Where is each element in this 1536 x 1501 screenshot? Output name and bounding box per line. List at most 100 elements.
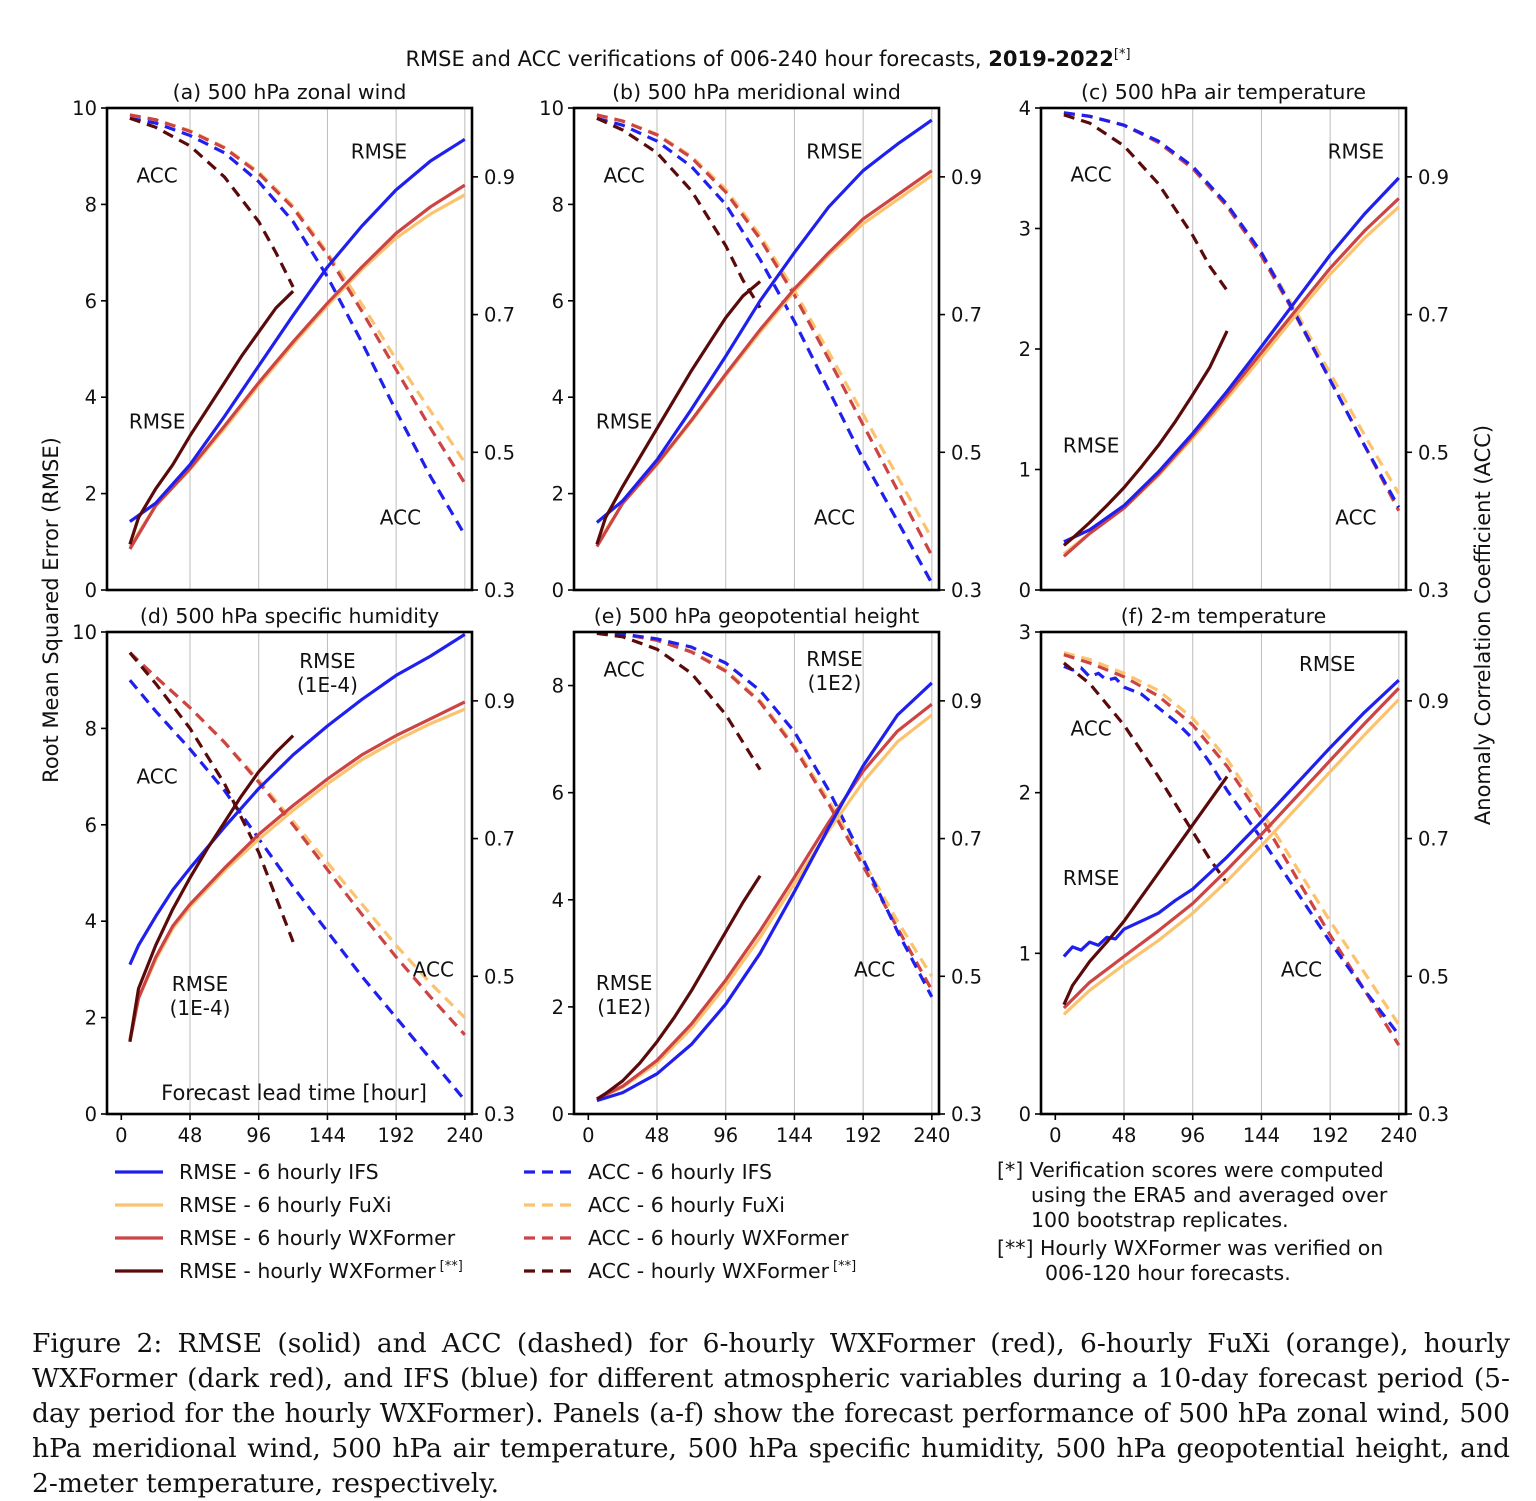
legend-item-acc-6-hourly-fuxi: ACC - 6 hourly FuXi	[524, 1193, 785, 1217]
plot-area	[574, 108, 939, 590]
panel-6: (f) 2-m temperature 0 1 2 3 0.3 0.5 0.7 0.9 0 48 96…	[1019, 604, 1449, 1147]
y2-tick-label: 0.3	[951, 1103, 982, 1126]
y-tick-label: 0	[1019, 1103, 1031, 1126]
y2-tick-label: 0.9	[1418, 166, 1449, 189]
annotation: ACC	[1335, 506, 1376, 530]
series-lines	[128, 113, 467, 550]
series-lines	[596, 632, 934, 1103]
x-axis-label: Forecast lead time [hour]	[161, 1081, 427, 1105]
y2-tick-label: 0.3	[484, 579, 515, 602]
y2-tick-label: 0.3	[1418, 579, 1449, 602]
y-tick-label: 0	[552, 1103, 564, 1126]
annotation: RMSE	[806, 647, 862, 671]
legend-item-rmse-6-hourly-wxformer: RMSE - 6 hourly WXFormer	[115, 1226, 456, 1250]
legend-label: RMSE - hourly WXFormer [**]	[179, 1259, 463, 1283]
series-acc-6-hourly-ifs	[128, 679, 467, 1102]
series-rmse-6-hourly-ifs	[1063, 176, 1400, 544]
legend-label: ACC - 6 hourly FuXi	[588, 1193, 785, 1217]
panel-1: (a) 500 hPa zonal wind 0 2 4 6 8 10 0.3 0.5 0.7 0.…	[72, 80, 515, 602]
y2-tick-label: 0.9	[484, 690, 515, 713]
legend-label: RMSE - 6 hourly WXFormer	[179, 1226, 456, 1250]
y-tick-label: 2	[552, 483, 564, 506]
annotation: RMSE	[1328, 139, 1384, 163]
series-lines	[1062, 111, 1401, 558]
y2-tick-label: 0.5	[484, 441, 515, 464]
annotation: ACC	[136, 163, 177, 187]
series-rmse-6-hourly-ifs	[128, 137, 466, 523]
legend: RMSE - 6 hourly IFS RMSE - 6 hourly FuXi R…	[115, 1160, 856, 1283]
y-tick-label: 2	[1019, 338, 1031, 361]
y2-tick-label: 0.5	[1418, 441, 1449, 464]
series-acc-6-hourly-wxformer	[128, 651, 466, 1036]
legend-item-acc-6-hourly-ifs: ACC - 6 hourly IFS	[524, 1160, 772, 1184]
series-acc-6-hourly-fuxi	[1063, 111, 1401, 495]
annotation: RMSE	[1299, 652, 1355, 676]
annotation: RMSE	[129, 409, 185, 433]
annotation: RMSE	[596, 971, 652, 995]
panel-title: (b) 500 hPa meridional wind	[612, 80, 901, 104]
x-tick-label: 48	[645, 1124, 670, 1147]
legend-item-rmse-hourly-wxformer: RMSE - hourly WXFormer [**]	[115, 1259, 463, 1283]
annotation: ACC	[380, 506, 421, 530]
y-tick-label: 4	[85, 386, 97, 409]
y-tick-label: 4	[85, 910, 97, 933]
series-rmse-6-hourly-ifs	[595, 118, 933, 524]
series-rmse-6-hourly-wxformer	[596, 703, 933, 1101]
series-acc-hourly-wxformer	[596, 632, 762, 771]
legend-item-rmse-6-hourly-ifs: RMSE - 6 hourly IFS	[115, 1160, 379, 1184]
y-tick-label: 6	[85, 290, 97, 313]
panel-2: (b) 500 hPa meridional wind 0 2 4 6 8 10 0.3 0.5…	[539, 80, 982, 602]
y-tick-label: 10	[72, 97, 97, 120]
series-rmse-hourly-wxformer	[595, 280, 762, 545]
annotation: RMSE	[351, 139, 407, 163]
y2-tick-label: 0.7	[1418, 304, 1449, 327]
legend-item-rmse-6-hourly-fuxi: RMSE - 6 hourly FuXi	[115, 1193, 392, 1217]
annotation: ACC	[1281, 957, 1322, 981]
y-axis-label-left: Root Mean Squared Error (RMSE)	[39, 437, 63, 783]
series-acc-6-hourly-fuxi	[1063, 651, 1401, 1026]
panel-title: (c) 500 hPa air temperature	[1081, 80, 1366, 104]
axes-frame	[1039, 630, 1408, 1116]
y-tick-label: 0	[1019, 579, 1031, 602]
axes-frame	[105, 630, 474, 1116]
x-tick-label: 144	[776, 1124, 813, 1147]
series-acc-hourly-wxformer	[1062, 661, 1229, 885]
series-acc-hourly-wxformer	[128, 651, 295, 943]
axes-frame	[572, 630, 941, 1116]
y-tick-label: 4	[552, 386, 564, 409]
annotation: RMSE	[299, 649, 355, 673]
x-tick-label: 144	[1243, 1124, 1280, 1147]
series-rmse-6-hourly-wxformer	[128, 700, 466, 1043]
legend-label: ACC - 6 hourly IFS	[588, 1160, 772, 1184]
footnote-line: [*] Verification scores were computed	[997, 1158, 1384, 1182]
y-tick-label: 0	[85, 579, 97, 602]
series-acc-6-hourly-wxformer	[1063, 653, 1401, 1046]
y-tick-label: 8	[552, 193, 564, 216]
annotation: ACC	[1070, 162, 1111, 186]
x-tick-label: 48	[1112, 1124, 1137, 1147]
annotation: RMSE	[172, 972, 228, 996]
series-rmse-6-hourly-wxformer	[1062, 197, 1400, 558]
series-rmse-6-hourly-wxformer	[1062, 687, 1400, 1010]
series-rmse-hourly-wxformer	[596, 874, 762, 1101]
y2-tick-label: 0.3	[1418, 1103, 1449, 1126]
x-tick-label: 192	[378, 1124, 415, 1147]
x-tick-label: 240	[446, 1124, 483, 1147]
y-tick-label: 8	[85, 717, 97, 740]
x-tick-label: 240	[1380, 1124, 1417, 1147]
annotation: (1E-4)	[297, 673, 358, 697]
y2-tick-label: 0.5	[951, 965, 982, 988]
annotation: (1E2)	[808, 671, 862, 695]
y2-tick-label: 0.3	[484, 1103, 515, 1126]
series-acc-6-hourly-ifs	[1063, 111, 1401, 509]
x-tick-label: 240	[913, 1124, 950, 1147]
series-rmse-hourly-wxformer	[128, 734, 295, 1042]
x-tick-label: 96	[246, 1124, 271, 1147]
y2-tick-label: 0.5	[951, 441, 982, 464]
series-rmse-6-hourly-wxformer	[128, 183, 466, 550]
footnote-line: 006-120 hour forecasts.	[1045, 1261, 1291, 1285]
annotation: ACC	[1070, 716, 1111, 740]
y-tick-label: 8	[552, 675, 564, 698]
series-lines	[1062, 651, 1401, 1046]
y-tick-label: 2	[85, 483, 97, 506]
